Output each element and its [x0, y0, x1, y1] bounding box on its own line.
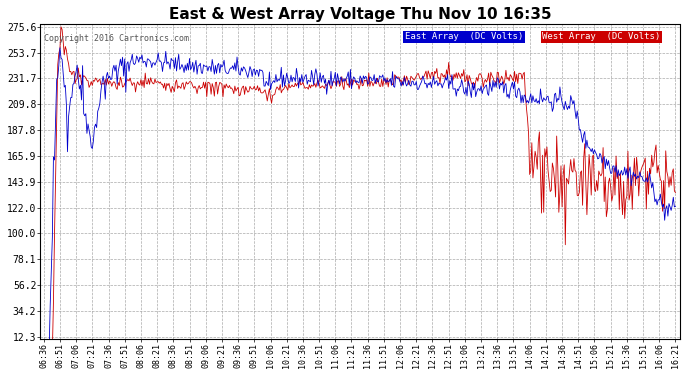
- Title: East & West Array Voltage Thu Nov 10 16:35: East & West Array Voltage Thu Nov 10 16:…: [169, 7, 551, 22]
- Text: West Array  (DC Volts): West Array (DC Volts): [542, 32, 660, 41]
- Text: Copyright 2016 Cartronics.com: Copyright 2016 Cartronics.com: [43, 34, 188, 43]
- Text: East Array  (DC Volts): East Array (DC Volts): [405, 32, 523, 41]
